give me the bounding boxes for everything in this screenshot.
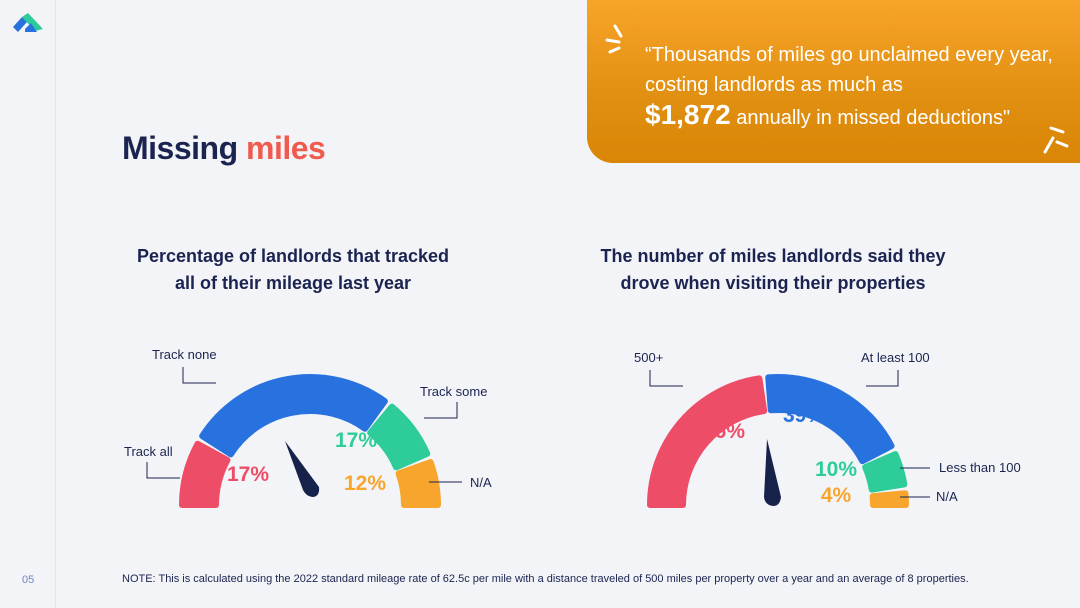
- gauge-segment-500-plus: [647, 375, 768, 508]
- label-na: N/A: [936, 489, 958, 504]
- chart-2-title-line1: The number of miles landlords said they: [600, 246, 946, 266]
- quote-text: “Thousands of miles go unclaimed every y…: [645, 40, 1065, 133]
- quote-line-before: “Thousands of miles go unclaimed every y…: [645, 44, 1053, 96]
- value-at-least-100: 39%: [783, 404, 825, 427]
- gauge-needle: [764, 439, 781, 506]
- leader-line-at-least-100: [866, 370, 899, 387]
- gauge-segment-track-all: [179, 440, 231, 508]
- chart-2-title-line2: drove when visiting their properties: [620, 273, 926, 293]
- label-at-least-100: At least 100: [861, 350, 930, 365]
- value-500-plus: 46%: [703, 420, 745, 443]
- gauge-segment-na: [395, 459, 441, 508]
- leader-line-track-all: [146, 462, 180, 479]
- label-500-plus: 500+: [634, 350, 663, 365]
- page-title: Missing miles: [122, 130, 326, 167]
- quote-amount: $1,872: [645, 99, 731, 130]
- company-logo-icon[interactable]: [13, 13, 43, 35]
- gauge-needle: [285, 441, 320, 497]
- value-na: 4%: [821, 484, 852, 507]
- sparkle-right-icon: [1043, 126, 1069, 154]
- leader-line-track-some: [424, 402, 458, 419]
- footnote: NOTE: This is calculated using the 2022 …: [122, 573, 969, 585]
- label-track-all: Track all: [124, 444, 173, 459]
- gauge-segment-track-some: [367, 403, 431, 471]
- sidebar: 05: [0, 0, 56, 608]
- label-track-some: Track some: [420, 384, 487, 399]
- chart-1-title-line1: Percentage of landlords that tracked: [136, 246, 450, 266]
- chart-2-title: The number of miles landlords said they …: [573, 243, 973, 297]
- value-track-all: 17%: [227, 463, 269, 486]
- title-main: Missing: [122, 130, 238, 166]
- title-accent: miles: [246, 130, 326, 166]
- leader-line-track-none: [182, 367, 216, 384]
- label-track-none: Track none: [152, 347, 217, 362]
- quote-line-after: annually in missed deductions": [736, 107, 1011, 129]
- value-track-some: 17%: [335, 429, 377, 452]
- page-number: 05: [22, 574, 35, 586]
- gauge-segment-track-none: [199, 374, 388, 458]
- leader-line-500-plus: [649, 370, 683, 387]
- chart-1-title: Percentage of landlords that tracked all…: [113, 243, 473, 297]
- gauge-chart-tracking: Track none Track some Track all N/A 54% …: [124, 347, 492, 508]
- gauge-segment-at-least-100: [765, 374, 895, 465]
- chart-1-title-line2: all of their mileage last year: [174, 273, 412, 293]
- gauge-segment-na: [869, 490, 909, 508]
- quote-box: “Thousands of miles go unclaimed every y…: [587, 0, 1080, 163]
- value-na: 12%: [344, 472, 386, 495]
- label-na: N/A: [470, 475, 492, 490]
- sparkle-left-icon: [605, 24, 623, 54]
- label-less-than-100: Less than 100: [939, 460, 1021, 475]
- value-less-than-100: 10%: [815, 458, 857, 481]
- gauge-segment-less-than-100: [862, 451, 908, 493]
- value-track-none: 54%: [274, 394, 316, 417]
